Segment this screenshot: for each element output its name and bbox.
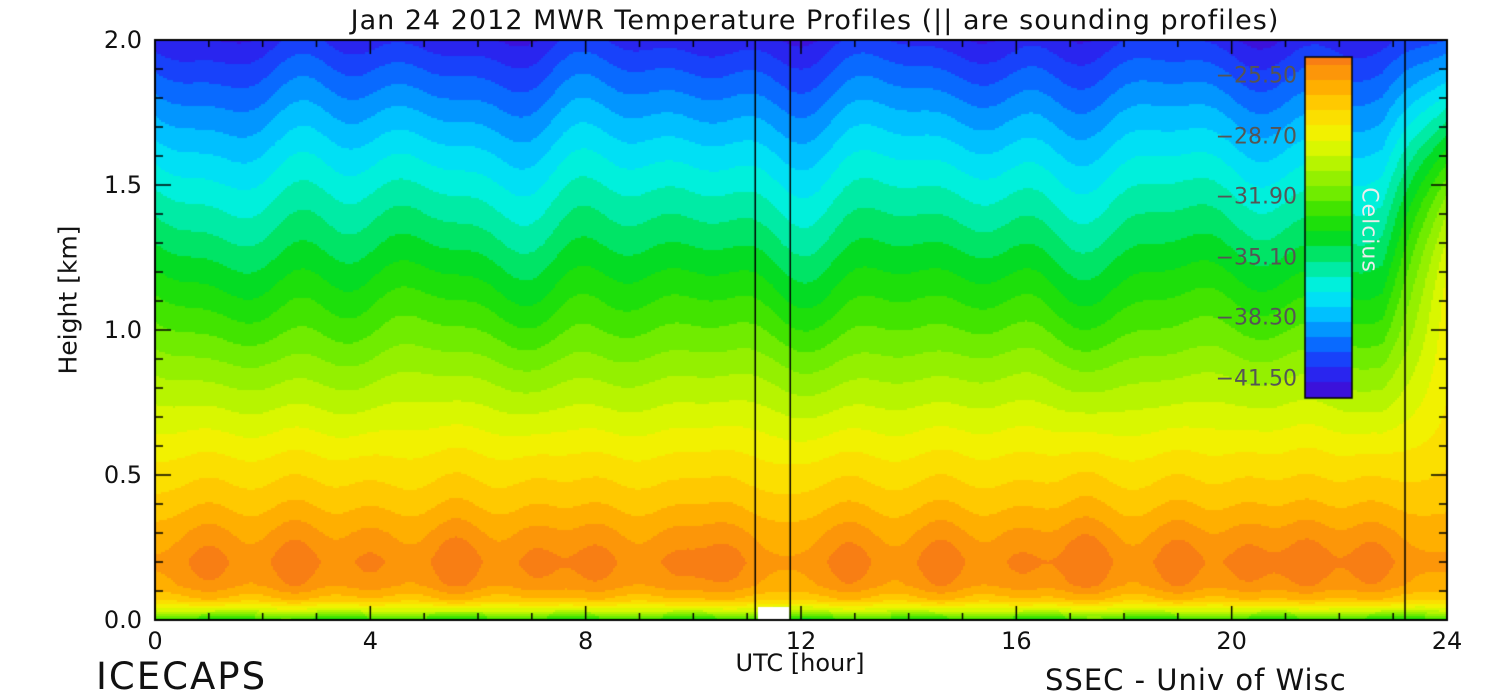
colorbar-units-label: Celcius (1356, 187, 1382, 273)
credit-text: SSEC - Univ of Wisc (1045, 663, 1347, 697)
icecaps-logo-text: ICECAPS (96, 655, 268, 698)
y-axis-label: Height [km] (53, 225, 83, 375)
x-axis-label: UTC [hour] (735, 649, 865, 677)
chart-title: Jan 24 2012 MWR Temperature Profiles (||… (350, 5, 1280, 36)
